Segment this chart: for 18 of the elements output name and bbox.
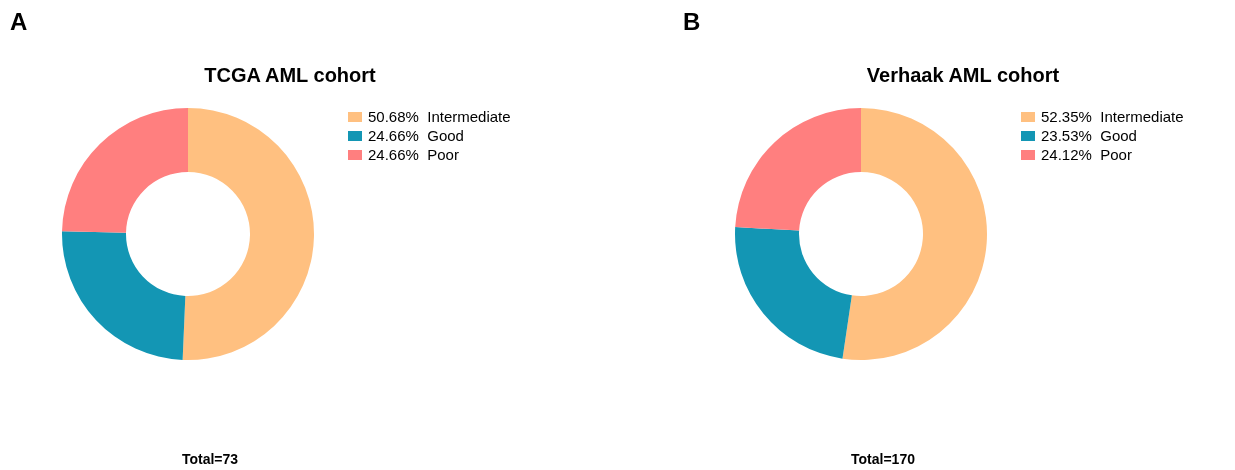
legend-label: 23.53% Good [1041,127,1137,144]
legend-label: 50.68% Intermediate [368,108,511,125]
donut-slice [735,108,861,231]
donut-slice [842,108,987,360]
legend-label: 24.66% Poor [368,146,459,163]
text: Total=170 [851,451,916,467]
chart-title: TCGA AML cohort [204,64,377,86]
donut-slice [62,231,186,360]
legend-label: 52.35% Intermediate [1041,108,1184,125]
donut-slice [182,108,314,360]
text: B [683,8,701,35]
legend-label: 24.66% Good [368,127,464,144]
donut-slice [735,227,852,359]
text: Total=73 [181,451,239,467]
donut-slice [62,108,188,233]
legend-label: 24.12% Poor [1041,146,1132,163]
chart-title: Verhaak AML cohort [866,64,1060,86]
text: A [10,8,28,35]
